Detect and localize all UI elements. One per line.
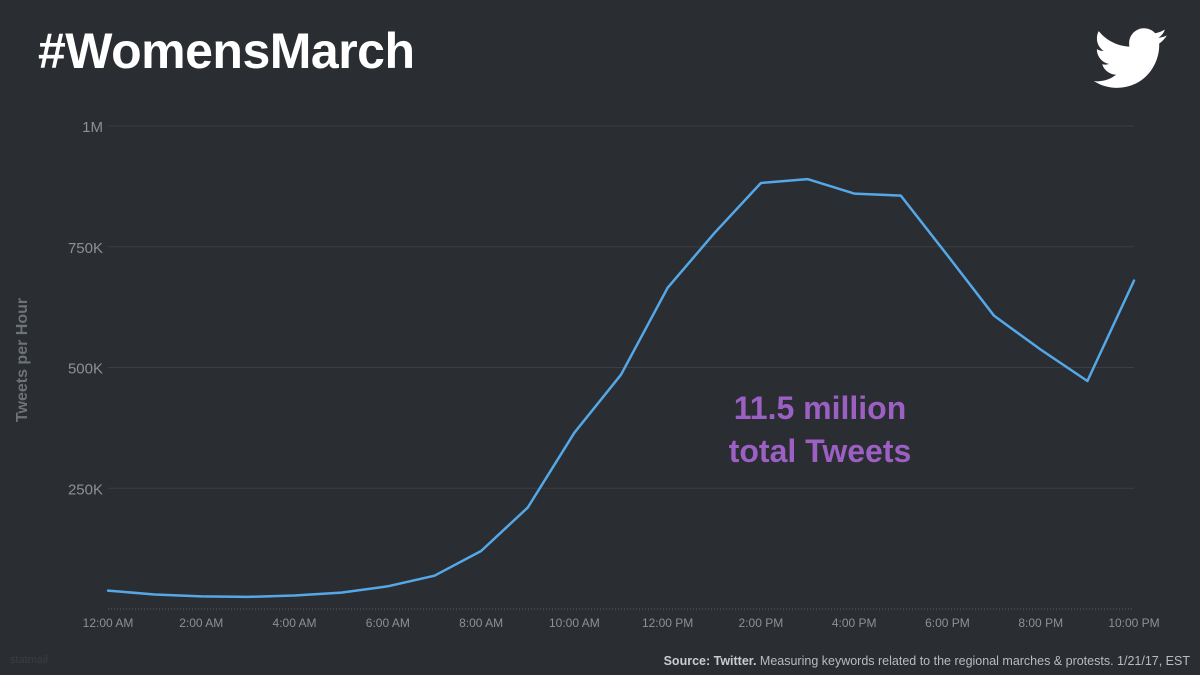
x-tick-label: 2:00 PM <box>739 616 784 630</box>
x-tick-label: 6:00 AM <box>366 616 410 630</box>
y-tick-label: 1M <box>82 119 103 136</box>
x-tick-label: 2:00 AM <box>179 616 223 630</box>
x-tick-label: 12:00 PM <box>642 616 693 630</box>
x-tick-label: 6:00 PM <box>925 616 970 630</box>
twitter-bird-icon <box>1093 28 1167 88</box>
annotation-line-2: total Tweets <box>729 433 912 469</box>
source-label: Source: Twitter. <box>663 654 757 668</box>
x-tick-label: 4:00 AM <box>273 616 317 630</box>
x-tick-label: 10:00 PM <box>1108 616 1159 630</box>
x-tick-label: 8:00 PM <box>1018 616 1063 630</box>
y-tick-label: 500K <box>68 361 103 378</box>
y-tick-label: 750K <box>68 240 103 257</box>
y-tick-label: 250K <box>68 481 103 498</box>
source-text: Measuring keywords related to the region… <box>756 654 1190 668</box>
annotation-line-1: 11.5 million <box>734 390 907 426</box>
chart-title: #WomensMarch <box>38 23 415 79</box>
y-axis-label: Tweets per Hour <box>14 298 31 422</box>
x-tick-label: 12:00 AM <box>83 616 134 630</box>
watermark: statmail <box>10 654 48 666</box>
x-tick-label: 4:00 PM <box>832 616 877 630</box>
x-tick-label: 8:00 AM <box>459 616 503 630</box>
x-tick-label: 10:00 AM <box>549 616 600 630</box>
series-line <box>106 177 1136 599</box>
source-note: Source: Twitter. Measuring keywords rela… <box>664 654 1190 668</box>
